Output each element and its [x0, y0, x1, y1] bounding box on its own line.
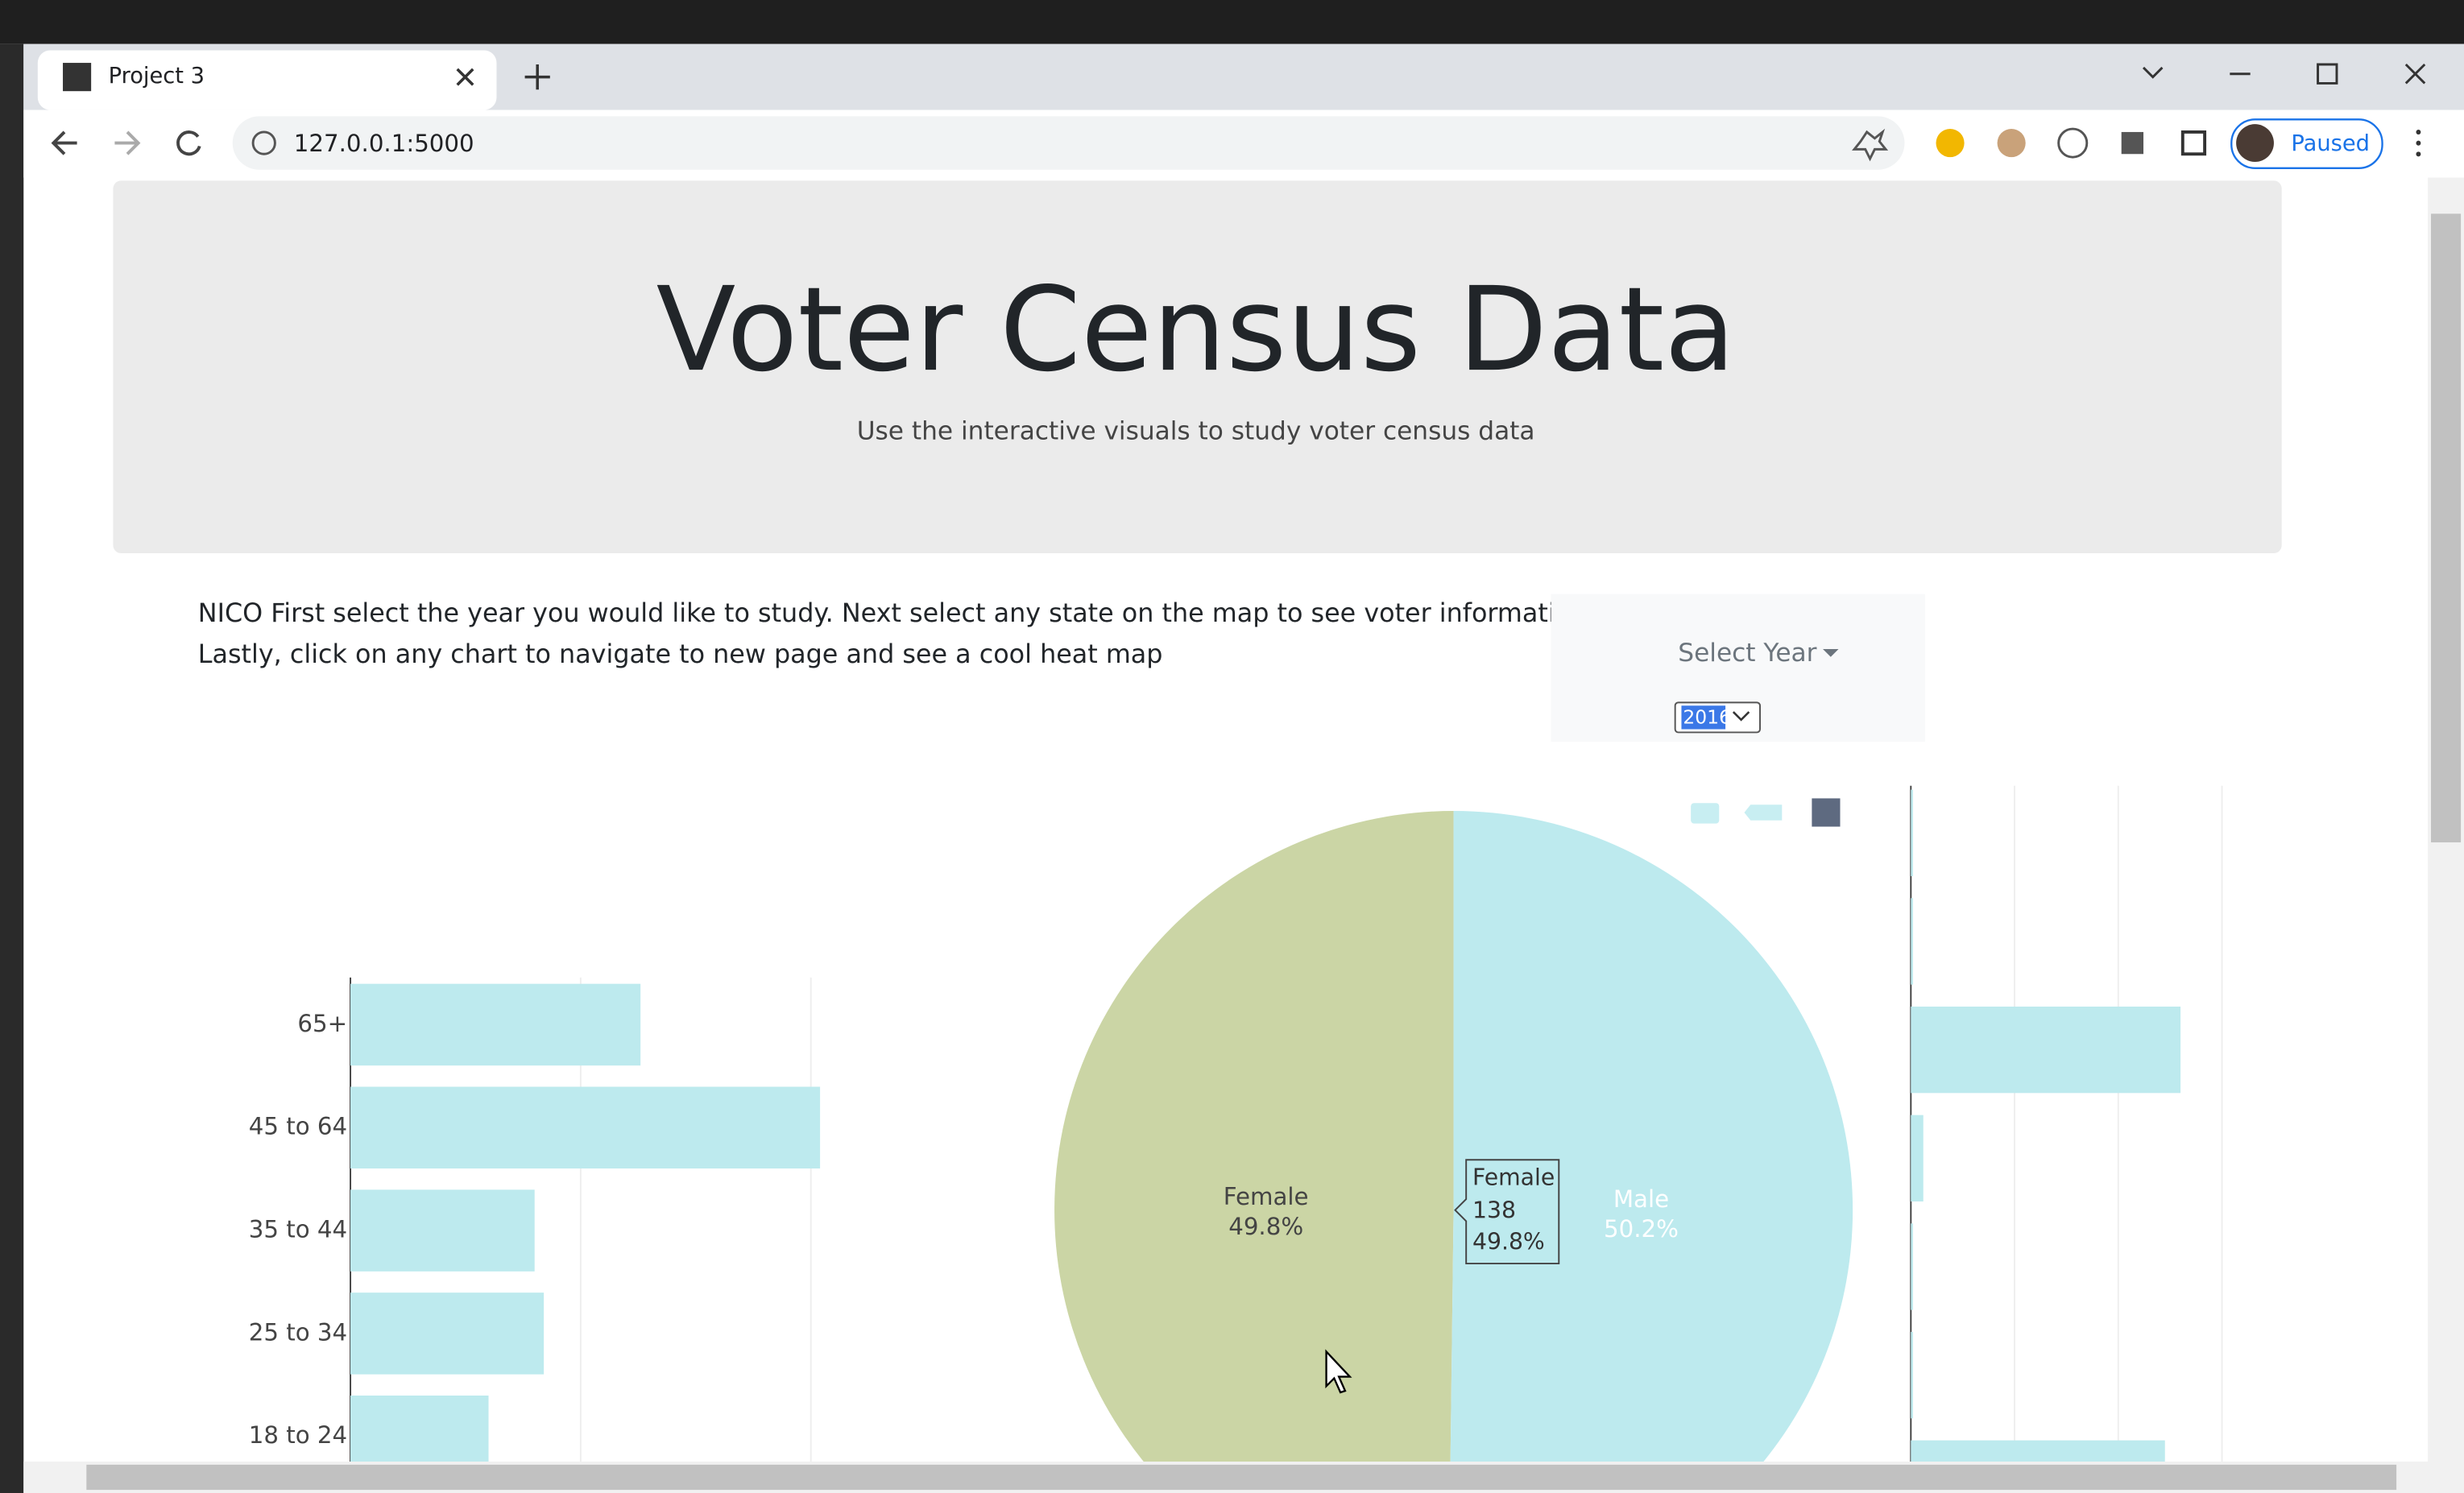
tooltip-percent: 49.8% — [1472, 1229, 1545, 1255]
profile-status: Paused — [2291, 131, 2370, 156]
scrollbar-thumb[interactable] — [86, 1464, 2397, 1491]
y-tick-label: 45 to 64 — [249, 1113, 347, 1140]
bar — [1911, 1440, 2165, 1462]
bookmark-star[interactable] — [1852, 128, 1889, 162]
page-title: Voter Census Data — [656, 263, 1736, 398]
bar — [1911, 1115, 1924, 1201]
bar — [1911, 898, 1913, 985]
tooltip-name: Female — [1472, 1164, 1555, 1191]
y-tick-label: 65+ — [297, 1010, 347, 1037]
extension-icon[interactable] — [2057, 127, 2089, 159]
os-bar — [0, 0, 2464, 44]
profile-avatar — [2236, 124, 2274, 163]
reload-button[interactable] — [176, 130, 201, 156]
hover-tooltip: Female 138 49.8% — [1454, 1159, 1560, 1265]
bar — [350, 1292, 545, 1375]
extensions-button[interactable] — [2121, 131, 2144, 155]
slice-label: Female — [1224, 1183, 1309, 1210]
window-controls[interactable] — [2142, 63, 2426, 85]
back-button[interactable] — [51, 130, 77, 155]
dropdown-caret — [1823, 649, 1839, 657]
camera-icon[interactable] — [1691, 803, 1720, 824]
bar — [1911, 789, 1913, 877]
y-tick-label: 18 to 24 — [249, 1421, 347, 1449]
bar — [1911, 1331, 1913, 1419]
bar — [350, 1189, 535, 1272]
bar — [1911, 1006, 2181, 1094]
instruction-line: NICO First select the year you would lik… — [198, 598, 1596, 628]
active-tab[interactable] — [37, 50, 497, 110]
left-edge — [0, 43, 24, 1493]
plotly-logo[interactable] — [1812, 798, 1841, 827]
bar — [350, 1086, 821, 1168]
pie-slice — [1450, 811, 1853, 1462]
tab-icon — [63, 63, 92, 92]
dropdown-label[interactable]: Select Year — [1678, 639, 1816, 668]
select-arrow — [1732, 711, 1750, 722]
selection-highlight — [1681, 705, 1726, 730]
extension-icon[interactable] — [1936, 129, 1965, 158]
bar — [1911, 1223, 1913, 1310]
pie-slice — [1054, 811, 1454, 1462]
year-value: 2016 — [1683, 705, 1731, 728]
instruction-line: Lastly, click on any chart to navigate t… — [198, 639, 1163, 669]
tooltip-value: 138 — [1472, 1197, 1516, 1224]
tab-close[interactable] — [456, 68, 474, 86]
bar — [350, 1396, 489, 1462]
slice-label: Male — [1613, 1185, 1669, 1213]
side-panel-button[interactable] — [2180, 130, 2207, 156]
extension-icon[interactable] — [1997, 129, 2026, 158]
modebar — [1691, 798, 1841, 827]
slice-value-label: 49.8% — [1228, 1213, 1303, 1240]
address-bar[interactable] — [232, 116, 1905, 170]
pan-icon[interactable] — [1744, 804, 1783, 821]
forward-button[interactable] — [114, 130, 141, 155]
page-subtitle: Use the interactive visuals to study vot… — [857, 417, 1535, 446]
scrollbar-thumb[interactable] — [2431, 213, 2462, 843]
mouse-cursor — [1325, 1349, 1352, 1394]
bar — [350, 983, 641, 1066]
jumbotron — [113, 180, 2282, 553]
info-icon[interactable] — [251, 130, 276, 155]
y-tick-label: 25 to 34 — [249, 1318, 347, 1346]
tab-title: Project 3 — [109, 64, 205, 89]
y-tick-label: 35 to 44 — [249, 1216, 347, 1243]
tooltip-box — [1454, 1159, 1560, 1265]
url: 127.0.0.1:5000 — [294, 130, 474, 157]
slice-value-label: 50.2% — [1604, 1215, 1679, 1243]
new-tab[interactable] — [524, 64, 550, 90]
